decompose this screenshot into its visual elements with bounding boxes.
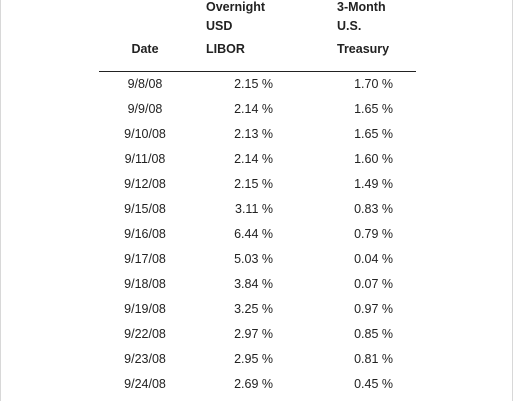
cell-date: 9/23/08: [124, 352, 166, 366]
cell-libor: 2.69 %: [234, 377, 273, 391]
cell-treasury: 1.65 %: [354, 127, 393, 141]
header-libor-line-1: Overnight: [206, 0, 266, 14]
table-row: 9/15/08 3.11 % 0.83 %: [99, 197, 416, 222]
cell-libor: 2.14 %: [234, 152, 273, 166]
cell-date: 9/12/08: [124, 177, 166, 191]
table-row: 9/22/08 2.97 % 0.85 %: [99, 322, 416, 347]
header-date-line-2: [99, 14, 191, 39]
cell-libor: 2.97 %: [234, 327, 273, 341]
cell-date: 9/11/08: [124, 152, 166, 166]
table-row: 9/16/08 6.44 % 0.79 %: [99, 222, 416, 247]
cell-date: 9/9/08: [127, 102, 163, 116]
cell-treasury: 0.45 %: [354, 377, 393, 391]
cell-date: 9/15/08: [124, 202, 166, 216]
header-row: USD U.S.: [99, 14, 416, 39]
cell-treasury: 0.97 %: [354, 302, 393, 316]
cell-libor: 5.03 %: [234, 252, 273, 266]
header-row: Overnight 3-Month: [99, 0, 416, 14]
rates-table: Overnight 3-Month USD U.S. Date LIBOR Tr…: [99, 0, 416, 397]
cell-treasury: 0.07 %: [354, 277, 393, 291]
header-libor-line-3: LIBOR: [191, 39, 303, 72]
cell-treasury: 0.81 %: [354, 352, 393, 366]
cell-libor: 2.15 %: [234, 177, 273, 191]
cell-treasury: 1.49 %: [354, 177, 393, 191]
table-row: 9/11/08 2.14 % 1.60 %: [99, 147, 416, 172]
table-row: 9/24/08 2.69 % 0.45 %: [99, 372, 416, 397]
cell-libor: 2.13 %: [234, 127, 273, 141]
cell-treasury: 1.70 %: [354, 77, 393, 91]
cell-date: 9/22/08: [124, 327, 166, 341]
table-row: 9/18/08 3.84 % 0.07 %: [99, 272, 416, 297]
header-treasury-line-2: U.S.: [337, 19, 362, 33]
cell-date: 9/17/08: [124, 252, 166, 266]
cell-date: 9/18/08: [124, 277, 166, 291]
cell-libor: 3.25 %: [234, 302, 273, 316]
header-row: Date LIBOR Treasury: [99, 39, 416, 72]
cell-treasury: 0.04 %: [354, 252, 393, 266]
table-row: 9/17/08 5.03 % 0.04 %: [99, 247, 416, 272]
table-row: 9/23/08 2.95 % 0.81 %: [99, 347, 416, 372]
table-row: 9/9/08 2.14 % 1.65 %: [99, 97, 416, 122]
cell-treasury: 1.65 %: [354, 102, 393, 116]
cell-libor: 6.44 %: [234, 227, 273, 241]
cell-libor: 3.84 %: [234, 277, 273, 291]
header-libor-line-2: USD: [206, 19, 233, 33]
cell-date: 9/19/08: [124, 302, 166, 316]
table-row: 9/10/08 2.13 % 1.65 %: [99, 122, 416, 147]
cell-libor: 2.15 %: [234, 77, 273, 91]
header-date-line-3: Date: [99, 39, 191, 72]
table-body: 9/8/08 2.15 % 1.70 % 9/9/08 2.14 % 1.65 % 9/10…: [99, 72, 416, 398]
table-row: 9/19/08 3.25 % 0.97 %: [99, 297, 416, 322]
cell-date: 9/24/08: [124, 377, 166, 391]
cell-treasury: 0.79 %: [354, 227, 393, 241]
table-row: 9/8/08 2.15 % 1.70 %: [99, 72, 416, 98]
table-header: Overnight 3-Month USD U.S. Date LIBOR Tr…: [99, 0, 416, 72]
cell-libor: 2.14 %: [234, 102, 273, 116]
table-row: 9/12/08 2.15 % 1.49 %: [99, 172, 416, 197]
cell-libor: 3.11 %: [235, 202, 273, 216]
header-treasury-line-3: Treasury: [303, 39, 416, 72]
header-date-line-1: [99, 0, 191, 14]
cell-treasury: 0.85 %: [354, 327, 393, 341]
cell-date: 9/16/08: [124, 227, 166, 241]
cell-treasury: 1.60 %: [354, 152, 393, 166]
header-treasury-line-1: 3-Month: [337, 0, 386, 14]
cell-date: 9/10/08: [124, 127, 166, 141]
cell-date: 9/8/08: [127, 77, 163, 91]
cell-libor: 2.95 %: [234, 352, 273, 366]
cell-treasury: 0.83 %: [354, 202, 393, 216]
